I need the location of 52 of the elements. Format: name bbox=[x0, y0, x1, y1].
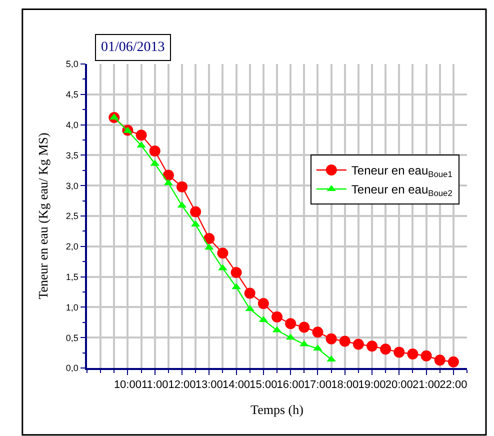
point bbox=[272, 311, 282, 322]
y-tick-label: 3,0 bbox=[66, 180, 78, 191]
x-axis-title: Temps (h) bbox=[250, 402, 304, 418]
x-tick-label: 10:00 bbox=[114, 378, 142, 391]
point bbox=[420, 350, 432, 362]
point bbox=[298, 322, 310, 333]
point bbox=[312, 326, 324, 338]
point bbox=[136, 130, 147, 141]
point bbox=[217, 248, 228, 259]
point bbox=[394, 346, 405, 358]
point bbox=[190, 206, 202, 218]
chart-title: 01/06/2013 bbox=[101, 40, 165, 55]
y-tick-label: 4,5 bbox=[66, 90, 78, 100]
x-tick-label: 14:00 bbox=[222, 378, 250, 391]
y-tick-label: 1,0 bbox=[66, 302, 78, 312]
point bbox=[285, 318, 296, 330]
x-tick-label: 21:00 bbox=[412, 378, 440, 391]
point bbox=[326, 333, 337, 344]
point bbox=[204, 233, 215, 244]
x-tick-label: 22:00 bbox=[440, 378, 468, 391]
y-axis-title: Teneur en eau (Kg eau/ Kg MS) bbox=[35, 132, 50, 300]
point bbox=[407, 348, 418, 360]
x-tick-label: 18:00 bbox=[331, 378, 359, 391]
x-tick-label: 15:00 bbox=[250, 378, 278, 391]
legend-label: Teneur en eau$_{Boue1}$ bbox=[351, 164, 453, 180]
y-tick-label: 5,0 bbox=[66, 59, 78, 70]
x-tick-label: 13:00 bbox=[195, 378, 223, 391]
point bbox=[448, 356, 459, 368]
y-tick-label: 4,0 bbox=[66, 120, 78, 130]
legend-label: Teneur en eau$_{Boue2}$ bbox=[351, 182, 453, 198]
point bbox=[366, 340, 378, 352]
point bbox=[258, 298, 269, 310]
x-tick-label: 11:00 bbox=[142, 378, 168, 391]
x-tick-label: 19:00 bbox=[358, 378, 386, 391]
point bbox=[434, 354, 446, 366]
x-tick-label: 16:00 bbox=[276, 378, 304, 391]
y-tick-label: 2,5 bbox=[66, 211, 78, 222]
y-tick-label: 1,5 bbox=[66, 272, 78, 282]
y-tick-label: 0,5 bbox=[66, 332, 78, 343]
point bbox=[230, 267, 242, 278]
point bbox=[244, 288, 256, 299]
point bbox=[380, 344, 392, 355]
point bbox=[339, 336, 350, 347]
y-tick-label: 3,5 bbox=[66, 150, 78, 160]
y-tick-label: 0,0 bbox=[66, 363, 78, 374]
x-tick-label: 12:00 bbox=[168, 378, 196, 391]
point bbox=[352, 338, 364, 350]
point bbox=[149, 145, 160, 156]
x-tick-label: 17:00 bbox=[304, 378, 332, 391]
y-tick-label: 2,0 bbox=[66, 242, 78, 252]
x-tick-label: 20:00 bbox=[385, 378, 413, 391]
point bbox=[176, 181, 188, 192]
